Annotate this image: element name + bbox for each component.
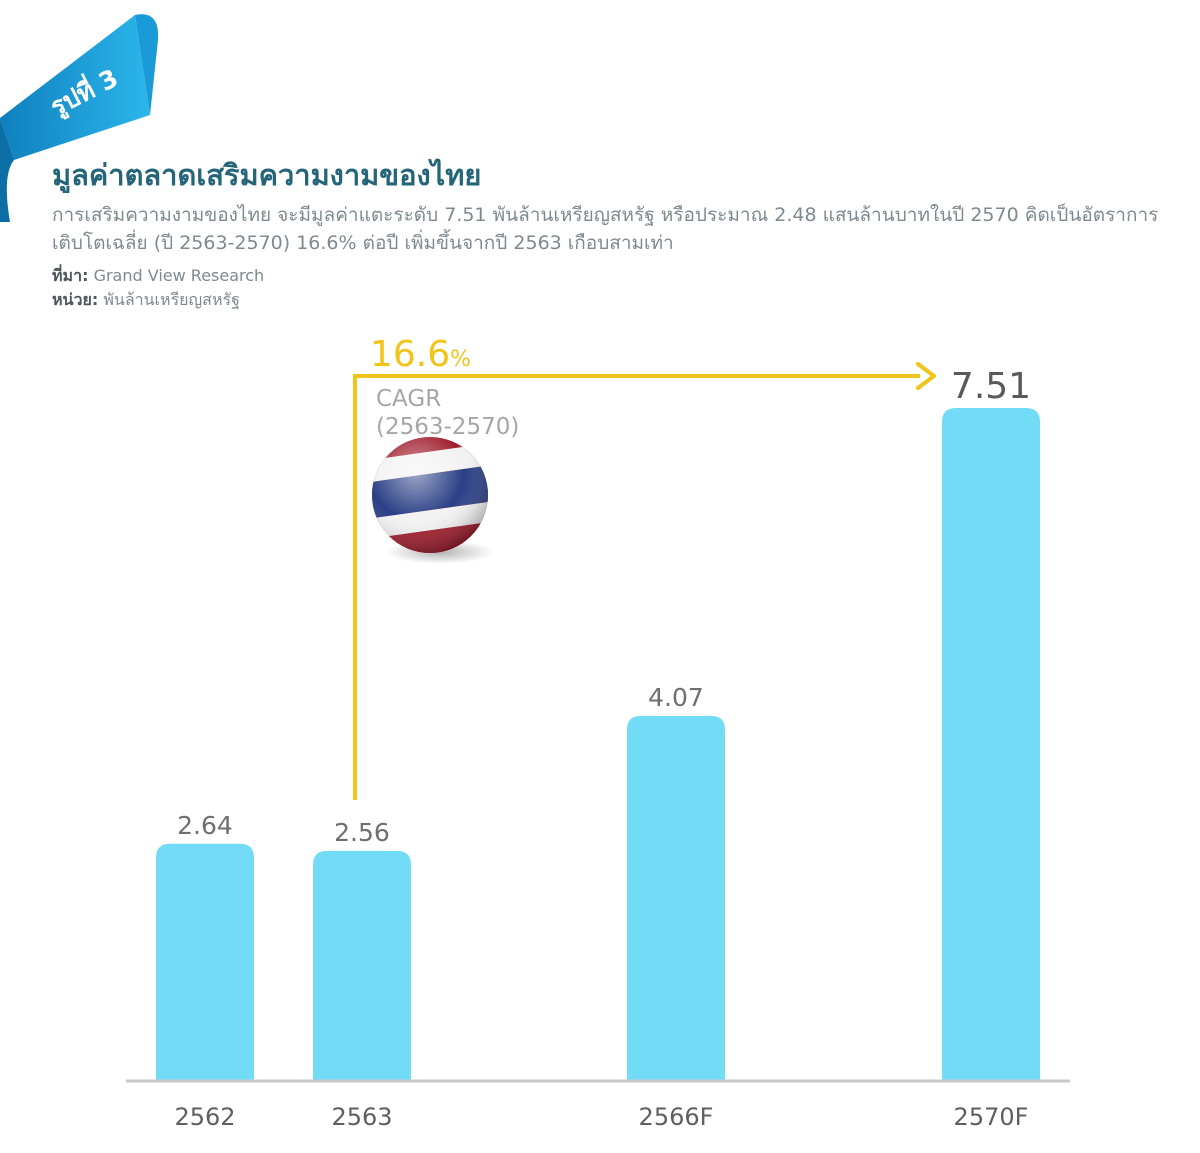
value-label-2562: 2.64	[177, 811, 233, 840]
unit-label: หน่วย:	[52, 290, 99, 309]
source-value: Grand View Research	[93, 266, 265, 285]
value-label-2570F: 7.51	[951, 366, 1031, 407]
bar-2562	[156, 843, 254, 1080]
chart-description: การเสริมความงามของไทย จะมีมูลค่าแตะระดับ…	[52, 204, 1159, 254]
source-label: ที่มา:	[52, 266, 89, 285]
figure-badge-ribbon: รูปที่ 3	[0, 14, 159, 222]
source-line: ที่มา: Grand View Research	[52, 264, 264, 289]
x-tick-2562: 2562	[174, 1103, 235, 1131]
bars	[156, 408, 1040, 1080]
bar-chart: 2.64 2.56 4.07 7.51 2562 2563 2566F 2570F 16.6…	[126, 334, 1070, 1131]
x-tick-labels: 2562 2563 2566F 2570F	[174, 1103, 1028, 1131]
bar-2570F	[942, 408, 1040, 1080]
x-tick-2570F: 2570F	[954, 1103, 1029, 1131]
cagr-number: 16.6	[370, 334, 450, 375]
bar-2563	[313, 850, 411, 1080]
cagr-percent-sign: %	[450, 347, 471, 372]
x-tick-2563: 2563	[331, 1103, 392, 1131]
unit-line: หน่วย: พันล้านเหรียญสหรัฐ	[52, 288, 240, 313]
cagr-label: CAGR	[376, 386, 441, 412]
thailand-flag-ball-icon	[372, 437, 495, 564]
chart-title: มูลค่าตลาดเสริมความงามของไทย	[52, 158, 482, 192]
x-tick-2566F: 2566F	[639, 1103, 714, 1131]
cagr-period: (2563-2570)	[376, 414, 519, 440]
cagr-arrow-line	[353, 374, 920, 800]
value-labels: 2.64 2.56 4.07 7.51	[177, 366, 1031, 847]
bar-2566F	[627, 715, 725, 1080]
cagr-value: 16.6%	[370, 334, 471, 375]
cagr-arrow-head	[916, 362, 936, 390]
value-label-2563: 2.56	[334, 818, 390, 847]
value-label-2566F: 4.07	[648, 683, 704, 712]
unit-value: พันล้านเหรียญสหรัฐ	[103, 290, 240, 309]
